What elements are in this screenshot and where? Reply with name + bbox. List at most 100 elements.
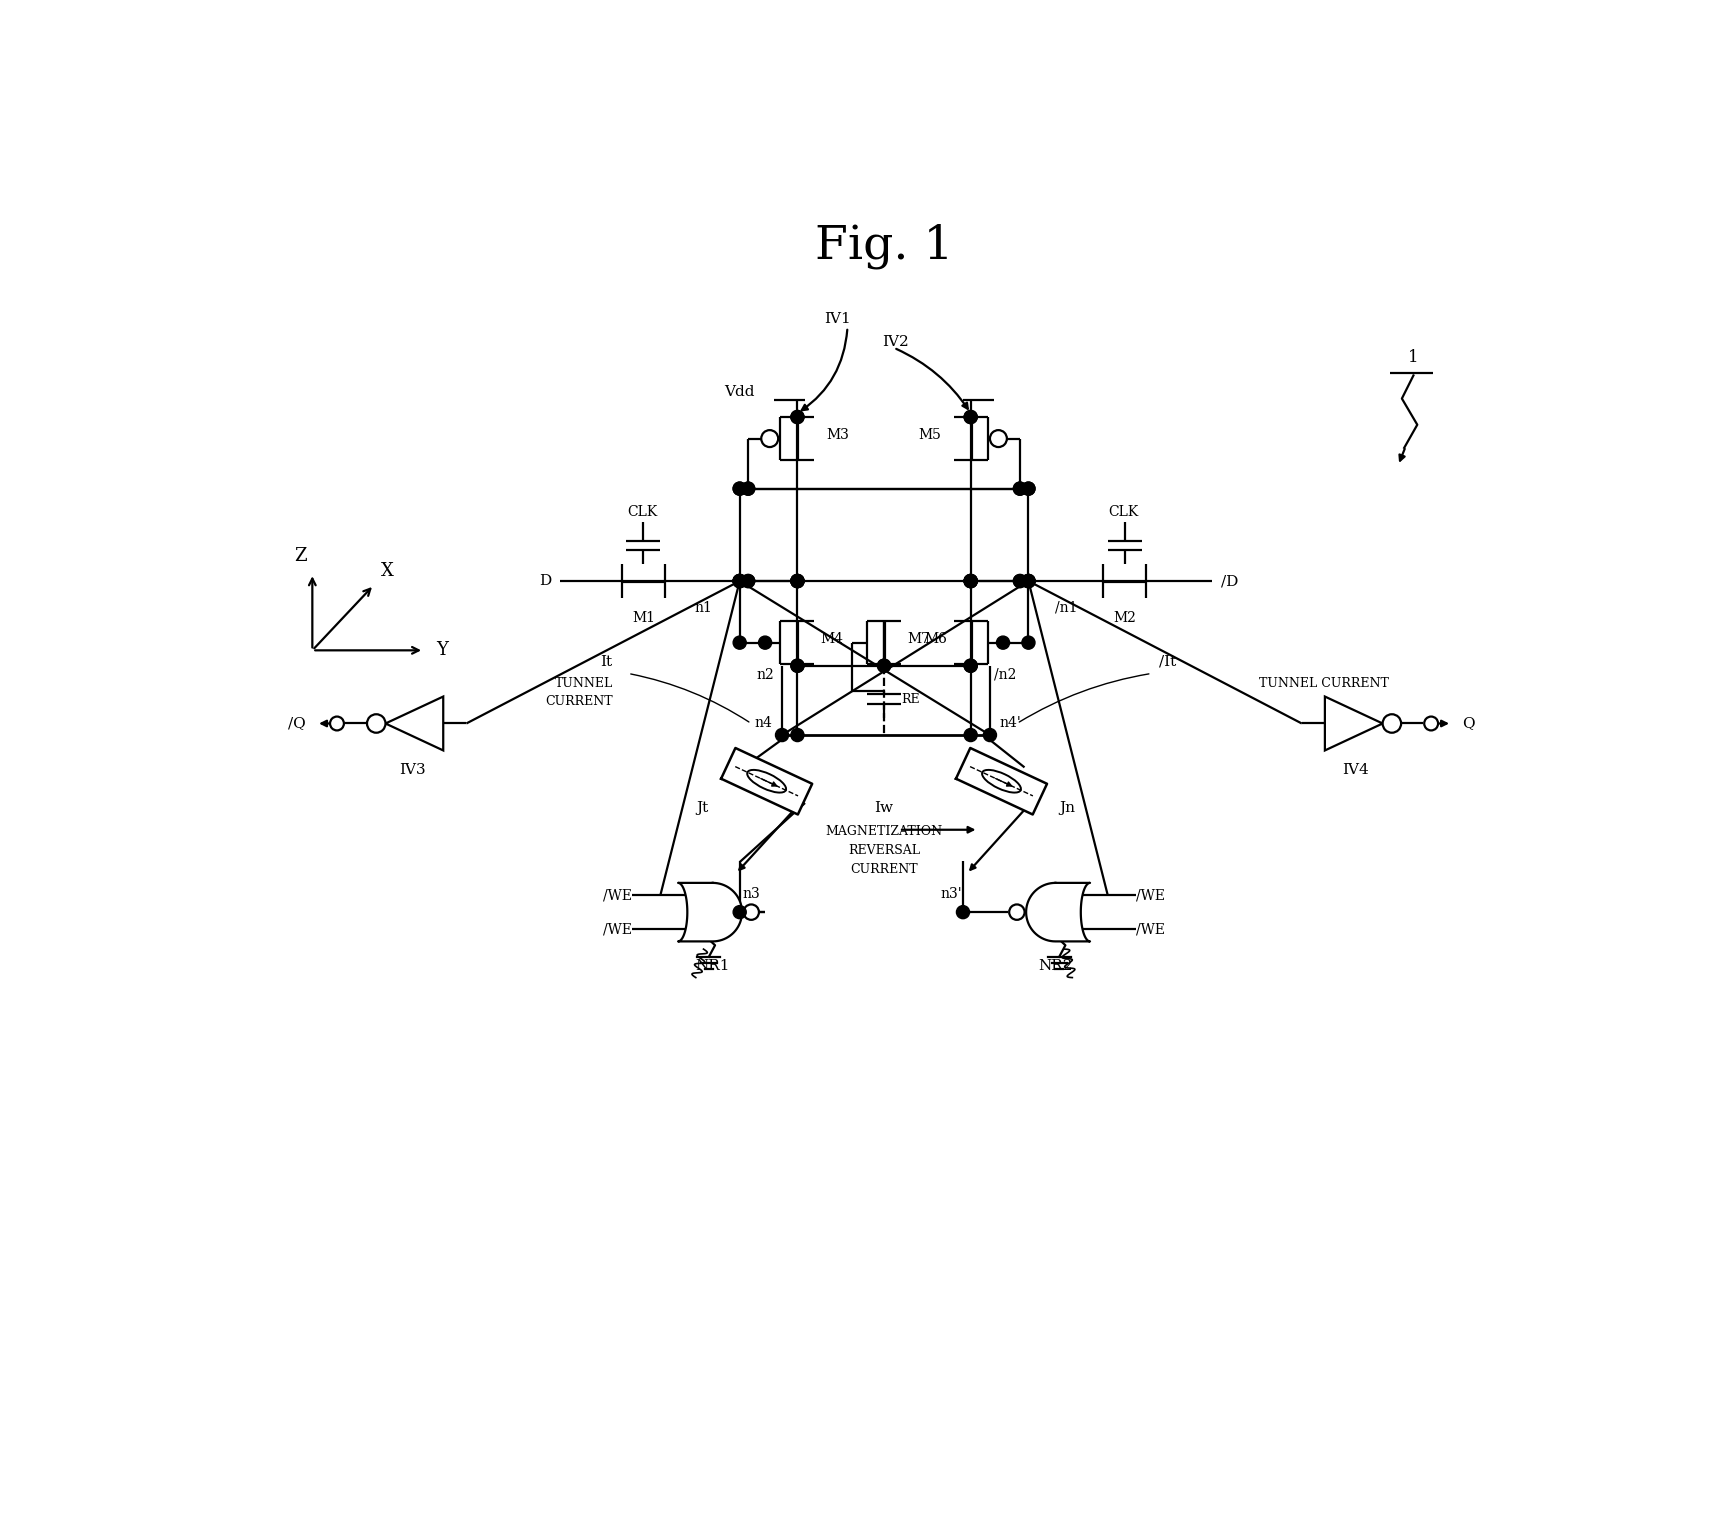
Circle shape — [790, 574, 804, 588]
Text: NR2: NR2 — [1038, 958, 1073, 974]
Text: /D: /D — [1221, 574, 1239, 588]
Circle shape — [742, 574, 756, 588]
Circle shape — [790, 574, 804, 588]
Text: IV3: IV3 — [398, 762, 426, 776]
Polygon shape — [1026, 883, 1090, 942]
Text: n1: n1 — [695, 602, 712, 615]
Circle shape — [733, 906, 747, 919]
Text: Jn: Jn — [1059, 801, 1075, 814]
Text: TUNNEL CURRENT: TUNNEL CURRENT — [1259, 677, 1389, 690]
Circle shape — [733, 574, 747, 588]
Circle shape — [956, 906, 969, 919]
Text: M7: M7 — [907, 632, 930, 646]
Circle shape — [1021, 574, 1035, 588]
Text: CLK: CLK — [626, 505, 657, 519]
Circle shape — [964, 574, 978, 588]
Polygon shape — [721, 749, 812, 814]
Text: /WE: /WE — [1137, 888, 1166, 902]
Text: MAGNETIZATION: MAGNETIZATION — [826, 825, 942, 837]
Text: /It: /It — [1159, 655, 1176, 669]
Text: Vdd: Vdd — [724, 386, 756, 400]
Text: CURRENT: CURRENT — [850, 863, 918, 876]
Circle shape — [1383, 715, 1401, 733]
Text: CURRENT: CURRENT — [545, 695, 612, 709]
Circle shape — [1425, 717, 1439, 730]
Text: M4: M4 — [821, 632, 844, 646]
Polygon shape — [385, 697, 443, 750]
Text: M5: M5 — [918, 427, 942, 442]
Text: /n1: /n1 — [1056, 602, 1078, 615]
Text: M1: M1 — [631, 611, 656, 625]
Text: Iw: Iw — [875, 801, 894, 814]
Text: n3: n3 — [742, 888, 761, 902]
Circle shape — [964, 660, 978, 672]
Polygon shape — [1325, 697, 1383, 750]
Circle shape — [1021, 635, 1035, 649]
Circle shape — [878, 660, 890, 672]
Circle shape — [733, 482, 747, 495]
Circle shape — [790, 574, 804, 588]
Text: M3: M3 — [826, 427, 850, 442]
Text: Z: Z — [295, 547, 307, 565]
Text: NR1: NR1 — [695, 958, 730, 974]
Text: X: X — [381, 562, 395, 580]
Text: M6: M6 — [925, 632, 947, 646]
Circle shape — [733, 482, 747, 495]
Circle shape — [743, 905, 759, 920]
Circle shape — [1021, 482, 1035, 495]
Circle shape — [733, 574, 747, 588]
Circle shape — [733, 574, 747, 588]
Circle shape — [790, 410, 804, 424]
Polygon shape — [956, 749, 1047, 814]
Polygon shape — [678, 883, 742, 942]
Circle shape — [964, 574, 978, 588]
Circle shape — [1021, 574, 1035, 588]
Text: REVERSAL: REVERSAL — [849, 844, 919, 857]
Circle shape — [878, 660, 890, 672]
Text: /WE: /WE — [604, 922, 631, 935]
Text: n2: n2 — [757, 668, 775, 681]
Circle shape — [964, 410, 978, 424]
Circle shape — [964, 574, 978, 588]
Text: CLK: CLK — [1107, 505, 1138, 519]
Text: Y: Y — [436, 641, 447, 660]
Circle shape — [776, 729, 788, 741]
Circle shape — [742, 482, 756, 495]
Circle shape — [742, 482, 756, 495]
Circle shape — [1009, 905, 1025, 920]
Circle shape — [790, 660, 804, 672]
Circle shape — [964, 660, 978, 672]
Circle shape — [964, 729, 978, 741]
Circle shape — [1013, 574, 1026, 588]
Text: n3': n3' — [940, 888, 963, 902]
Circle shape — [733, 635, 747, 649]
Text: /WE: /WE — [604, 888, 631, 902]
Text: IV4: IV4 — [1342, 762, 1370, 776]
Text: IV2: IV2 — [881, 335, 909, 349]
Circle shape — [1021, 482, 1035, 495]
Circle shape — [790, 660, 804, 672]
Circle shape — [759, 635, 771, 649]
Circle shape — [790, 729, 804, 741]
Circle shape — [367, 715, 385, 733]
Text: /n2: /n2 — [994, 668, 1016, 681]
Circle shape — [790, 574, 804, 588]
Circle shape — [964, 410, 978, 424]
Text: Fig. 1: Fig. 1 — [814, 224, 954, 269]
Text: 1: 1 — [1408, 349, 1418, 366]
Text: Jt: Jt — [697, 801, 709, 814]
Text: IV1: IV1 — [825, 312, 852, 326]
Text: /WE: /WE — [1137, 922, 1166, 935]
Text: M2: M2 — [1113, 611, 1137, 625]
Circle shape — [733, 574, 747, 588]
Circle shape — [1013, 482, 1026, 495]
Circle shape — [1021, 574, 1035, 588]
Text: n4: n4 — [756, 717, 773, 730]
Circle shape — [761, 430, 778, 447]
Circle shape — [964, 574, 978, 588]
Circle shape — [997, 635, 1009, 649]
Circle shape — [1013, 574, 1026, 588]
Text: Q: Q — [1463, 717, 1475, 730]
Text: TUNNEL: TUNNEL — [554, 677, 612, 690]
Text: n4': n4' — [999, 717, 1021, 730]
